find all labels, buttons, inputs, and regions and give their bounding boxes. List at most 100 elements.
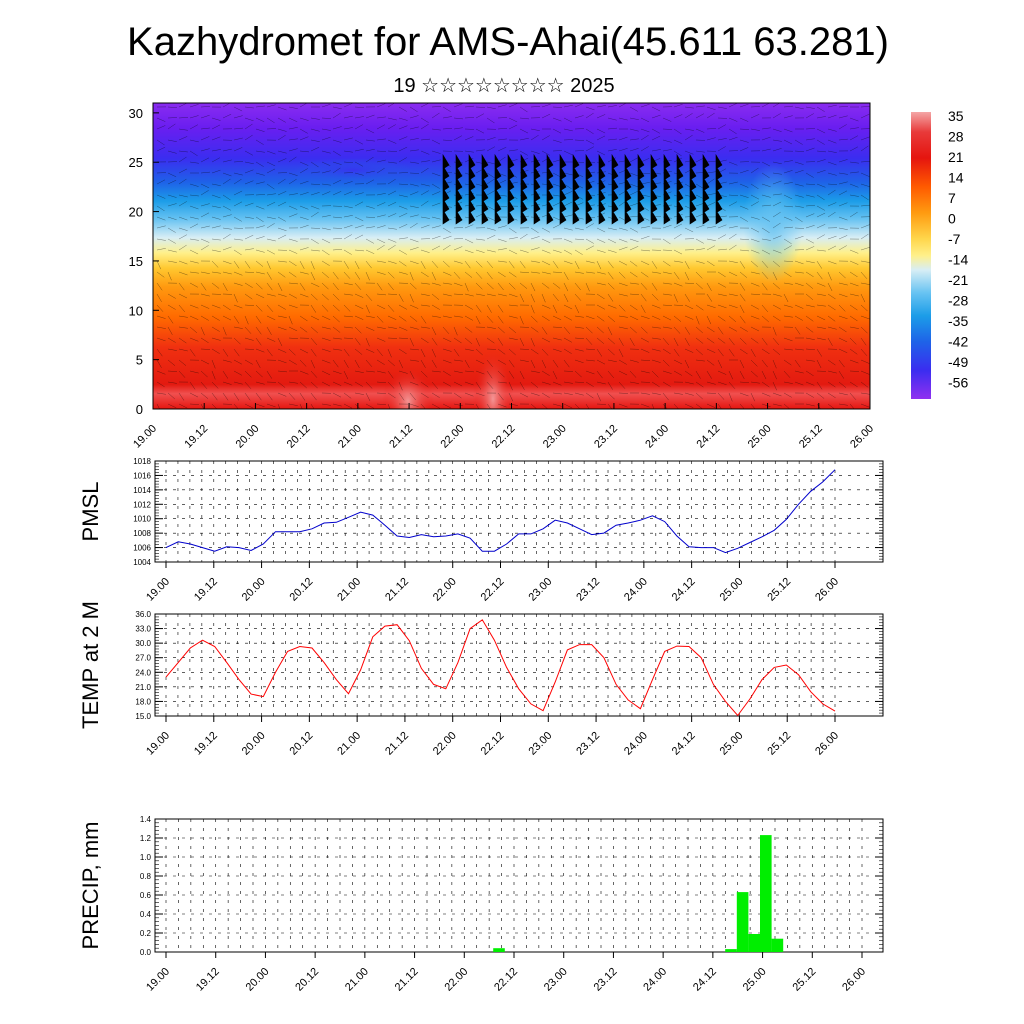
- y-tick-label: 0.2: [140, 929, 152, 938]
- x-tick-label: 23.12: [592, 966, 620, 994]
- y-tick-label: 27.0: [135, 654, 151, 663]
- x-tick-label: 25.00: [718, 576, 746, 604]
- x-tick-label: 19.12: [194, 966, 222, 994]
- heatmap-y-tick-label: 20: [129, 205, 143, 220]
- x-tick-label: 23.00: [526, 730, 554, 758]
- precip-bar: [748, 934, 760, 952]
- x-tick-label: 22.12: [492, 966, 520, 994]
- y-tick-label: 36.0: [135, 610, 151, 619]
- x-tick-label: 24.00: [641, 966, 669, 994]
- y-tick-label: 1.0: [140, 853, 152, 862]
- x-tick-label: 26.00: [813, 576, 841, 604]
- heatmap-y-tick-label: 10: [129, 303, 143, 318]
- heatmap-y-tick-label: 15: [129, 254, 143, 269]
- cold-core: [293, 158, 413, 182]
- x-tick-label: 24.12: [670, 730, 698, 758]
- y-tick-label: 1018: [133, 457, 151, 466]
- heatmap-y-tick-label: 30: [129, 106, 143, 121]
- warm-core-2: [473, 349, 513, 409]
- heatmap-x-tick-label: 20.12: [285, 423, 313, 451]
- chart-subtitle: 19 ☆☆☆☆☆☆☆☆ 2025: [393, 75, 614, 97]
- cold-intrusion: [743, 163, 803, 283]
- x-tick-label: 21.00: [335, 576, 363, 604]
- colorbar-label: -21: [948, 272, 968, 288]
- x-tick-label: 25.12: [765, 730, 793, 758]
- heatmap-x-tick-label: 24.12: [695, 423, 723, 451]
- x-tick-label: 20.00: [244, 966, 272, 994]
- x-tick-label: 21.00: [335, 730, 363, 758]
- wind-flags: [442, 153, 723, 225]
- chart-title: Kazhydromet for AMS-Ahai(45.611 63.281): [127, 20, 889, 64]
- x-tick-label: 25.00: [741, 966, 769, 994]
- temperature-heatmap-panel: 0 5 10 15 20 25 30 19.00 19.12 20.00 20.12 21.00 21.…: [129, 102, 876, 451]
- x-tick-label: 24.00: [622, 730, 650, 758]
- y-tick-label: 18.0: [135, 697, 151, 706]
- colorbar-label: -35: [948, 313, 968, 329]
- y-tick-label: 1016: [133, 471, 151, 480]
- colorbar-label: 35: [948, 108, 964, 124]
- x-tick-label: 26.00: [840, 966, 868, 994]
- y-axis-label: PMSL: [78, 482, 103, 542]
- y-tick-label: 1012: [133, 500, 151, 509]
- y-tick-label: 1.2: [140, 834, 152, 843]
- pmsl-series-line: [165, 469, 836, 554]
- panel-frame: [154, 613, 884, 717]
- heatmap-x-tick-label: 23.12: [592, 423, 620, 451]
- precip-bar: [725, 949, 737, 952]
- colorbar-label: -49: [948, 354, 968, 370]
- y-tick-label: 0.6: [140, 891, 152, 900]
- x-tick-label: 19.00: [144, 730, 172, 758]
- y-tick-label: 1.4: [140, 815, 152, 824]
- heatmap-x-tick-label: 26.00: [848, 423, 876, 451]
- y-tick-label: 0.4: [140, 910, 152, 919]
- temp-series-line: [165, 619, 836, 717]
- x-tick-label: 24.00: [622, 576, 650, 604]
- warm-core-1: [382, 367, 434, 409]
- x-tick-label: 22.00: [431, 730, 459, 758]
- y-tick-label: 0.0: [140, 948, 152, 957]
- y-tick-label: 33.0: [135, 625, 151, 634]
- wind-barbs: [156, 103, 870, 409]
- x-tick-label: 20.00: [240, 576, 268, 604]
- colorbar-label: -42: [948, 334, 968, 350]
- heatmap-x-tick-label: 25.12: [797, 423, 825, 451]
- y-tick-label: 1004: [133, 558, 151, 567]
- y-tick-label: 24.0: [135, 668, 151, 677]
- heatmap-x-tick-label: 23.00: [541, 423, 569, 451]
- x-tick-label: 23.00: [542, 966, 570, 994]
- x-tick-label: 24.12: [691, 966, 719, 994]
- x-tick-label: 20.12: [288, 576, 316, 604]
- precip-bar: [760, 835, 772, 952]
- colorbar-gradient: [911, 112, 931, 399]
- x-tick-label: 21.00: [343, 966, 371, 994]
- y-tick-label: 1006: [133, 544, 151, 553]
- colorbar-label: -7: [948, 231, 961, 247]
- heatmap-y-tick-label: 5: [136, 353, 143, 368]
- x-tick-label: 19.12: [192, 730, 220, 758]
- x-tick-label: 23.12: [574, 576, 602, 604]
- colorbar-label: -56: [948, 375, 968, 391]
- y-tick-label: 15.0: [135, 712, 151, 721]
- x-tick-label: 24.12: [670, 576, 698, 604]
- heatmap-x-tick-label: 22.00: [438, 423, 466, 451]
- colorbar-label: -14: [948, 252, 968, 268]
- y-axis-label: TEMP at 2 M: [78, 601, 103, 729]
- x-tick-label: 26.00: [813, 730, 841, 758]
- x-tick-label: 19.12: [192, 576, 220, 604]
- x-tick-label: 22.12: [479, 730, 507, 758]
- heatmap-x-tick-label: 19.12: [182, 423, 210, 451]
- precip-bar: [771, 938, 784, 952]
- y-tick-label: 30.0: [135, 639, 151, 648]
- x-tick-label: 22.00: [442, 966, 470, 994]
- heatmap-x-tick-label: 21.12: [387, 423, 415, 451]
- x-tick-label: 25.12: [765, 576, 793, 604]
- y-axis-label: PRECIP, mm: [78, 822, 103, 950]
- x-tick-label: 19.00: [144, 576, 172, 604]
- heatmap-field: [153, 103, 870, 409]
- x-tick-label: 25.12: [790, 966, 818, 994]
- x-tick-label: 19.00: [144, 966, 172, 994]
- y-tick-label: 21.0: [135, 683, 151, 692]
- y-tick-label: 1014: [133, 486, 151, 495]
- heatmap-x-tick-label: 22.12: [490, 423, 518, 451]
